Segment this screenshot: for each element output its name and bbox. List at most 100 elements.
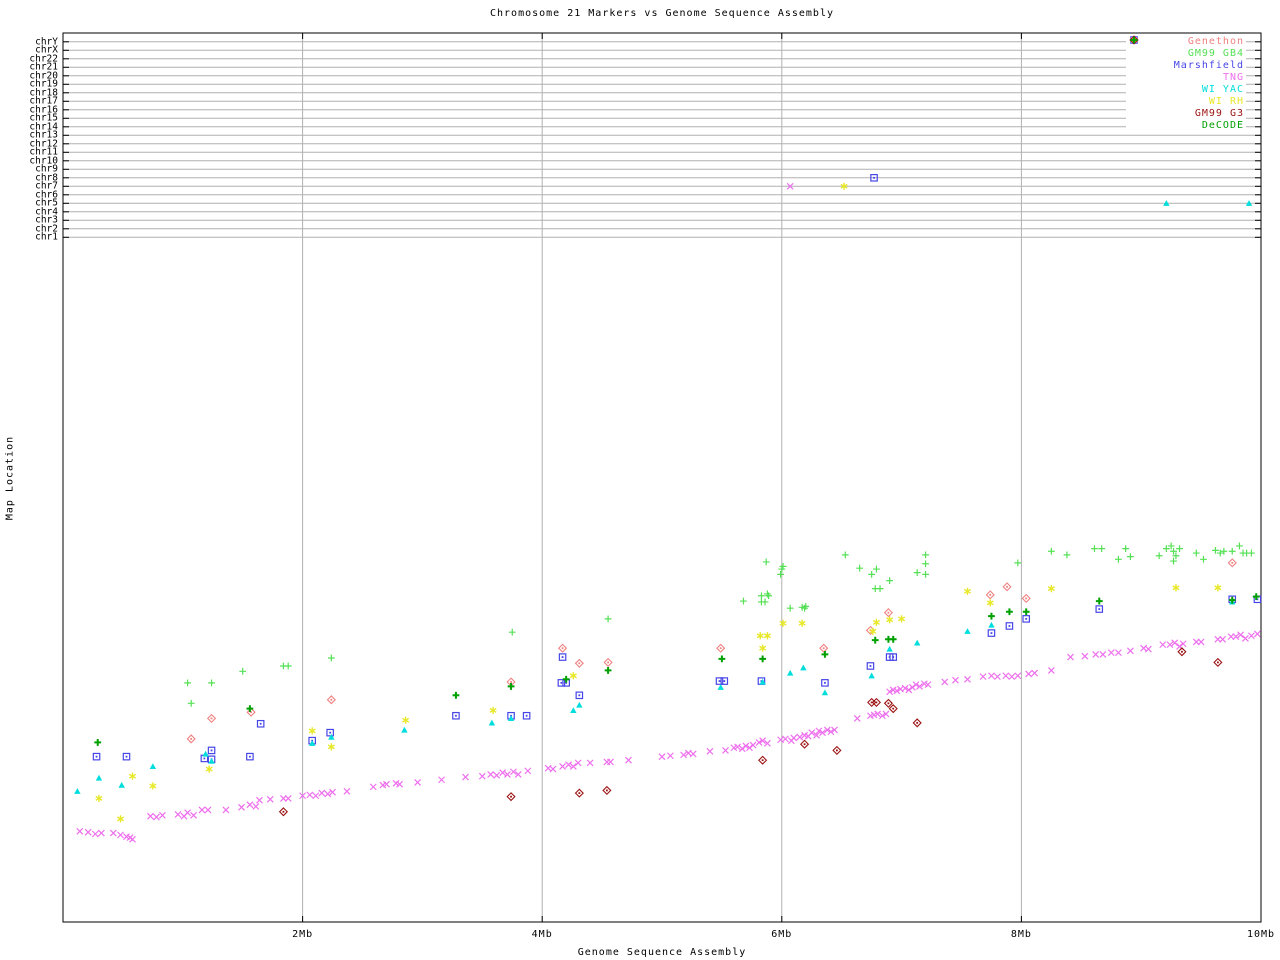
- point-gm99gb4: [1063, 551, 1071, 559]
- point-tng: [815, 727, 823, 735]
- point-wirh: [963, 587, 972, 595]
- point-wiyac: [202, 750, 209, 757]
- point-tng: [781, 735, 789, 743]
- point-tng: [755, 738, 763, 746]
- point-genethon: [1021, 593, 1031, 603]
- point-tng: [874, 710, 882, 718]
- point-gm99gb4: [922, 551, 929, 559]
- point-tng: [763, 739, 771, 747]
- point-tng: [565, 761, 572, 769]
- point-gm99gb4: [1155, 552, 1163, 560]
- point-tng: [706, 747, 714, 755]
- point-tng: [324, 790, 332, 798]
- point-marshfield: [715, 677, 724, 685]
- point-wirh: [1172, 584, 1180, 592]
- point-gm99gb4: [764, 590, 771, 598]
- point-gm99gb4: [1236, 542, 1243, 550]
- point-gm99gb4: [777, 571, 785, 578]
- point-wirh: [898, 615, 906, 623]
- chr-label-chr20: chr20: [29, 70, 58, 82]
- point-wiyac: [913, 639, 921, 646]
- point-tng: [886, 688, 894, 696]
- point-gm99gb4: [184, 679, 191, 687]
- legend-label-wiyac: WI YAC: [1201, 83, 1244, 95]
- point-gm99g3: [1177, 647, 1187, 657]
- point-wiyac: [759, 678, 766, 685]
- point-decode: [1095, 597, 1103, 605]
- point-tng: [504, 771, 511, 778]
- point-marshfield: [207, 746, 216, 755]
- point-decode: [604, 667, 612, 674]
- point-tng: [306, 791, 314, 799]
- point-wiyac: [401, 726, 408, 733]
- point-tng: [1232, 633, 1240, 641]
- point-decode: [821, 651, 829, 658]
- legend-entry-gm99gb4: GM99 GB4: [1128, 36, 1244, 59]
- point-wiyac: [208, 757, 215, 764]
- legend-label-marshfield: Marshfield: [1173, 59, 1244, 71]
- point-genethon: [716, 643, 726, 653]
- chr-label-chr3: chr3: [35, 214, 58, 226]
- legend-label-gm99gb4: GM99 GB4: [1187, 47, 1244, 59]
- point-tng: [853, 714, 861, 722]
- legend-label-decode: DeCODE: [1201, 119, 1244, 131]
- point-wirh: [1047, 585, 1055, 593]
- point-gm99gb4: [1098, 545, 1106, 553]
- point-tng: [153, 813, 160, 821]
- point-tng: [97, 829, 105, 837]
- point-gm99g3: [758, 755, 768, 765]
- point-tng: [759, 737, 767, 745]
- point-tng: [882, 710, 890, 718]
- point-wiyac: [988, 621, 995, 628]
- point-gm99gb4: [1091, 545, 1098, 553]
- point-tng: [1115, 649, 1122, 657]
- point-tng: [1031, 669, 1039, 677]
- point-tng: [722, 746, 729, 754]
- point-wiyac: [95, 774, 103, 781]
- point-tng: [908, 683, 916, 691]
- point-gm99gb4: [1176, 545, 1183, 553]
- point-tng: [790, 734, 798, 742]
- chr-label-chr5: chr5: [35, 197, 58, 209]
- legend-entry-wiyac: WI YAC: [1128, 36, 1244, 95]
- point-decode: [94, 739, 102, 746]
- point-marshfield: [1095, 605, 1104, 613]
- point-gm99g3: [506, 792, 516, 802]
- point-tng: [666, 752, 674, 760]
- point-tng: [312, 792, 320, 800]
- legend-label-tng: TNG: [1222, 71, 1244, 83]
- legend-entry-marshfield: Marshfield: [1128, 36, 1244, 71]
- point-decode: [507, 683, 515, 690]
- point-tng: [147, 812, 154, 820]
- point-gm99gb4: [841, 551, 849, 559]
- point-tng: [549, 765, 557, 773]
- point-wirh: [205, 765, 213, 773]
- point-genethon: [186, 734, 196, 744]
- chr-label-chr8: chr8: [35, 172, 58, 184]
- point-gm99g3: [278, 807, 289, 817]
- point-tng: [204, 806, 212, 814]
- point-tng: [318, 789, 326, 797]
- point-tng: [586, 759, 594, 767]
- point-marshfield: [987, 629, 996, 637]
- x-axis-title: Genome Sequence Assembly: [577, 947, 747, 958]
- point-tng: [174, 811, 182, 818]
- point-tng: [159, 811, 166, 819]
- point-wiyac: [118, 781, 125, 788]
- plus-marker-icon: [1130, 36, 1138, 44]
- plus-marker-icon: [1130, 36, 1138, 44]
- point-genethon: [326, 695, 336, 705]
- point-tng: [924, 681, 932, 689]
- point-gm99g3: [912, 718, 922, 728]
- legend-label-gm99g3: GM99 G3: [1194, 107, 1244, 119]
- point-gm99gb4: [1220, 547, 1228, 555]
- point-tng: [1159, 641, 1167, 649]
- point-tng: [1002, 672, 1010, 680]
- point-tng: [1179, 640, 1187, 648]
- point-tng: [1047, 666, 1055, 674]
- point-tng: [369, 783, 377, 791]
- point-tng: [414, 779, 422, 786]
- point-tng: [893, 687, 901, 695]
